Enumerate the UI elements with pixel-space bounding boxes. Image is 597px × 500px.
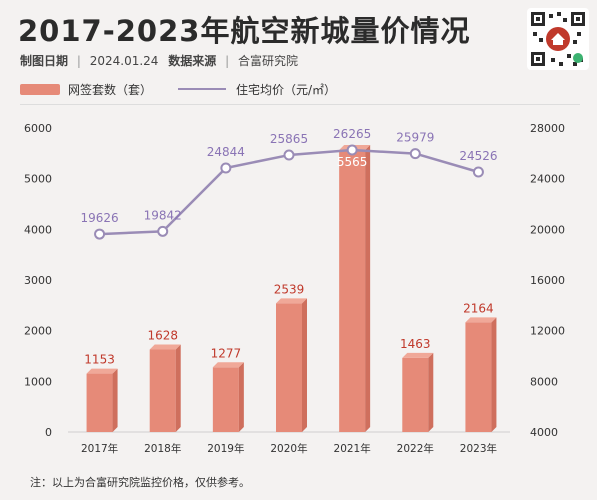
- y-left-tick-label: 0: [45, 426, 52, 439]
- line-data-label: 19842: [144, 208, 182, 222]
- y-left-tick-label: 1000: [24, 375, 52, 388]
- bar-data-label: 2164: [463, 301, 494, 315]
- bar: [402, 357, 429, 432]
- y-right-tick-label: 4000: [530, 426, 558, 439]
- source-name: 合富研究院: [237, 54, 298, 68]
- bar-data-label: 2539: [274, 282, 305, 296]
- bar-side: [428, 352, 434, 432]
- header-divider: [20, 104, 580, 105]
- y-right-tick-label: 12000: [530, 325, 565, 338]
- legend-line-swatch: [178, 88, 227, 90]
- line-data-label: 26265: [333, 127, 371, 141]
- bar: [276, 303, 302, 432]
- y-left-tick-label: 5000: [24, 173, 52, 186]
- chart-meta: 制图日期 | 2024.01.24 数据来源 | 合富研究院: [20, 52, 298, 69]
- bar-data-label: 1277: [211, 346, 242, 360]
- line-point: [472, 166, 484, 178]
- bar-top: [86, 368, 118, 374]
- bar-side: [175, 344, 181, 432]
- bar-data-label: 1153: [84, 353, 115, 367]
- meta-separator: |: [76, 54, 81, 68]
- bar: [212, 367, 239, 432]
- line-point: [157, 225, 169, 237]
- y-right-tick-label: 28000: [530, 122, 565, 135]
- x-tick-label: 2023年: [460, 442, 497, 455]
- bar-data-label: 5565: [337, 155, 368, 169]
- bar-top: [465, 317, 497, 323]
- x-tick-label: 2018年: [144, 442, 181, 455]
- line-data-label: 25865: [270, 132, 308, 146]
- x-tick-label: 2021年: [334, 442, 371, 455]
- line-data-label: 24844: [207, 145, 245, 159]
- x-tick-label: 2020年: [270, 442, 307, 455]
- bar: [465, 322, 492, 432]
- x-tick-label: 2019年: [207, 442, 244, 455]
- bar-side: [491, 317, 497, 432]
- page-title: 2017-2023年航空新城量价情况: [18, 14, 471, 48]
- line-point: [220, 162, 232, 174]
- y-left-tick-label: 4000: [24, 223, 52, 236]
- bar-top: [402, 352, 434, 358]
- line-data-label: 24526: [459, 149, 497, 163]
- source-separator: |: [225, 54, 230, 68]
- legend-line-label: 住宅均价（元/㎡）: [236, 82, 337, 97]
- bar: [149, 349, 176, 432]
- y-right-tick-label: 20000: [530, 223, 565, 236]
- line-point: [94, 228, 106, 240]
- bar-data-label: 1628: [147, 329, 178, 343]
- meta-date: 2024.01.24: [89, 54, 159, 68]
- chart-legend: 网签套数（套） 住宅均价（元/㎡）: [20, 80, 336, 98]
- y-left-tick-label: 6000: [24, 122, 52, 135]
- x-tick-label: 2017年: [81, 442, 118, 455]
- bar: [86, 373, 113, 432]
- bar-top: [149, 344, 181, 350]
- line-data-label: 19626: [80, 211, 118, 225]
- bar-data-label: 1463: [400, 337, 431, 351]
- x-tick-label: 2022年: [397, 442, 434, 455]
- legend-bar-swatch: [20, 83, 60, 95]
- bar-side: [302, 298, 307, 432]
- y-right-tick-label: 24000: [530, 173, 565, 186]
- bar-top: [212, 362, 244, 368]
- bar-side: [365, 145, 371, 433]
- y-right-tick-label: 8000: [530, 375, 558, 388]
- line-point: [409, 148, 421, 160]
- qr-code-logo: [527, 8, 589, 70]
- bar: [339, 150, 366, 433]
- line-data-label: 25979: [396, 131, 434, 145]
- y-left-tick-label: 3000: [24, 274, 52, 287]
- line-point: [346, 144, 358, 156]
- bar-side: [238, 362, 244, 432]
- bar-side: [112, 368, 118, 432]
- y-right-tick-label: 16000: [530, 274, 565, 287]
- bar-top: [276, 298, 307, 304]
- line-point: [283, 149, 295, 161]
- y-left-tick-label: 2000: [24, 325, 52, 338]
- qr-code-icon: [531, 12, 585, 66]
- legend-bar-label: 网签套数（套）: [68, 82, 153, 97]
- source-label: 数据来源: [168, 54, 217, 68]
- footnote: 注：以上为合富研究院监控价格，仅供参考。: [30, 476, 250, 489]
- meta-label: 制图日期: [20, 54, 69, 68]
